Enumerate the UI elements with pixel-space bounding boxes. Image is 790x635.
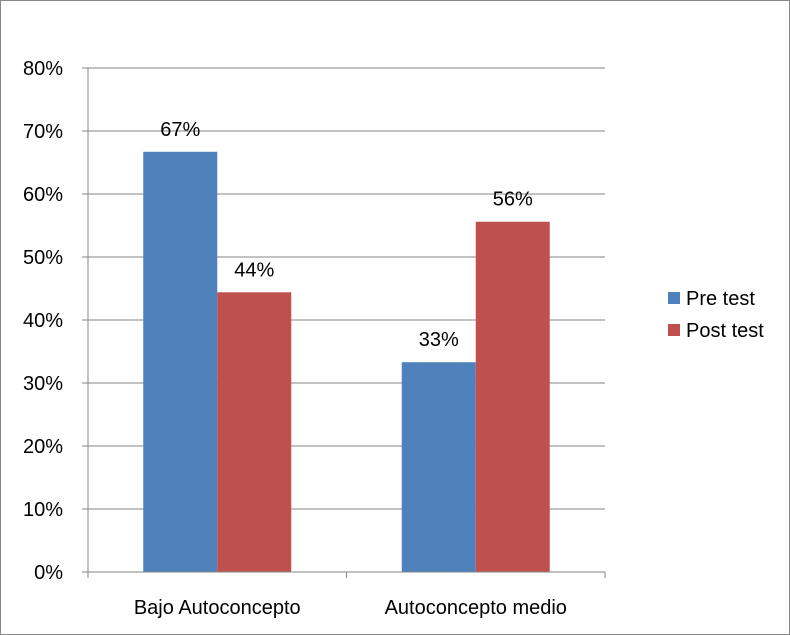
y-tick-label: 30% (23, 373, 63, 395)
x-axis-labels: Bajo Autoconcepto Autoconcepto medio (134, 597, 567, 619)
y-axis-labels: 0% 10% 20% 30% 40% 50% 60% 70% 80% (23, 58, 63, 584)
x-tick-label: Autoconcepto medio (385, 597, 567, 619)
legend-label: Pre test (686, 288, 755, 310)
y-tick-label: 70% (23, 121, 63, 143)
legend-label: Post test (686, 320, 764, 342)
legend-swatch (668, 324, 680, 336)
y-tick-label: 10% (23, 499, 63, 521)
axes (87, 68, 606, 578)
data-label: 44% (234, 259, 274, 281)
y-tick-label: 0% (34, 562, 63, 584)
legend: Pre test Post test (668, 288, 764, 342)
bar (401, 362, 476, 572)
data-label: 33% (419, 329, 459, 351)
bar (143, 151, 218, 573)
bar (217, 292, 292, 572)
bar (475, 221, 550, 572)
legend-swatch (668, 292, 680, 304)
data-labels: 67% 33% 44% 56% (160, 119, 533, 351)
data-label: 67% (160, 119, 200, 141)
bars (143, 151, 550, 573)
x-tick-label: Bajo Autoconcepto (134, 597, 301, 619)
y-tick-label: 80% (23, 58, 63, 80)
y-tick-label: 40% (23, 310, 63, 332)
y-tick-label: 60% (23, 184, 63, 206)
y-tick-label: 20% (23, 436, 63, 458)
y-tick-label: 50% (23, 247, 63, 269)
data-label: 56% (493, 189, 533, 211)
